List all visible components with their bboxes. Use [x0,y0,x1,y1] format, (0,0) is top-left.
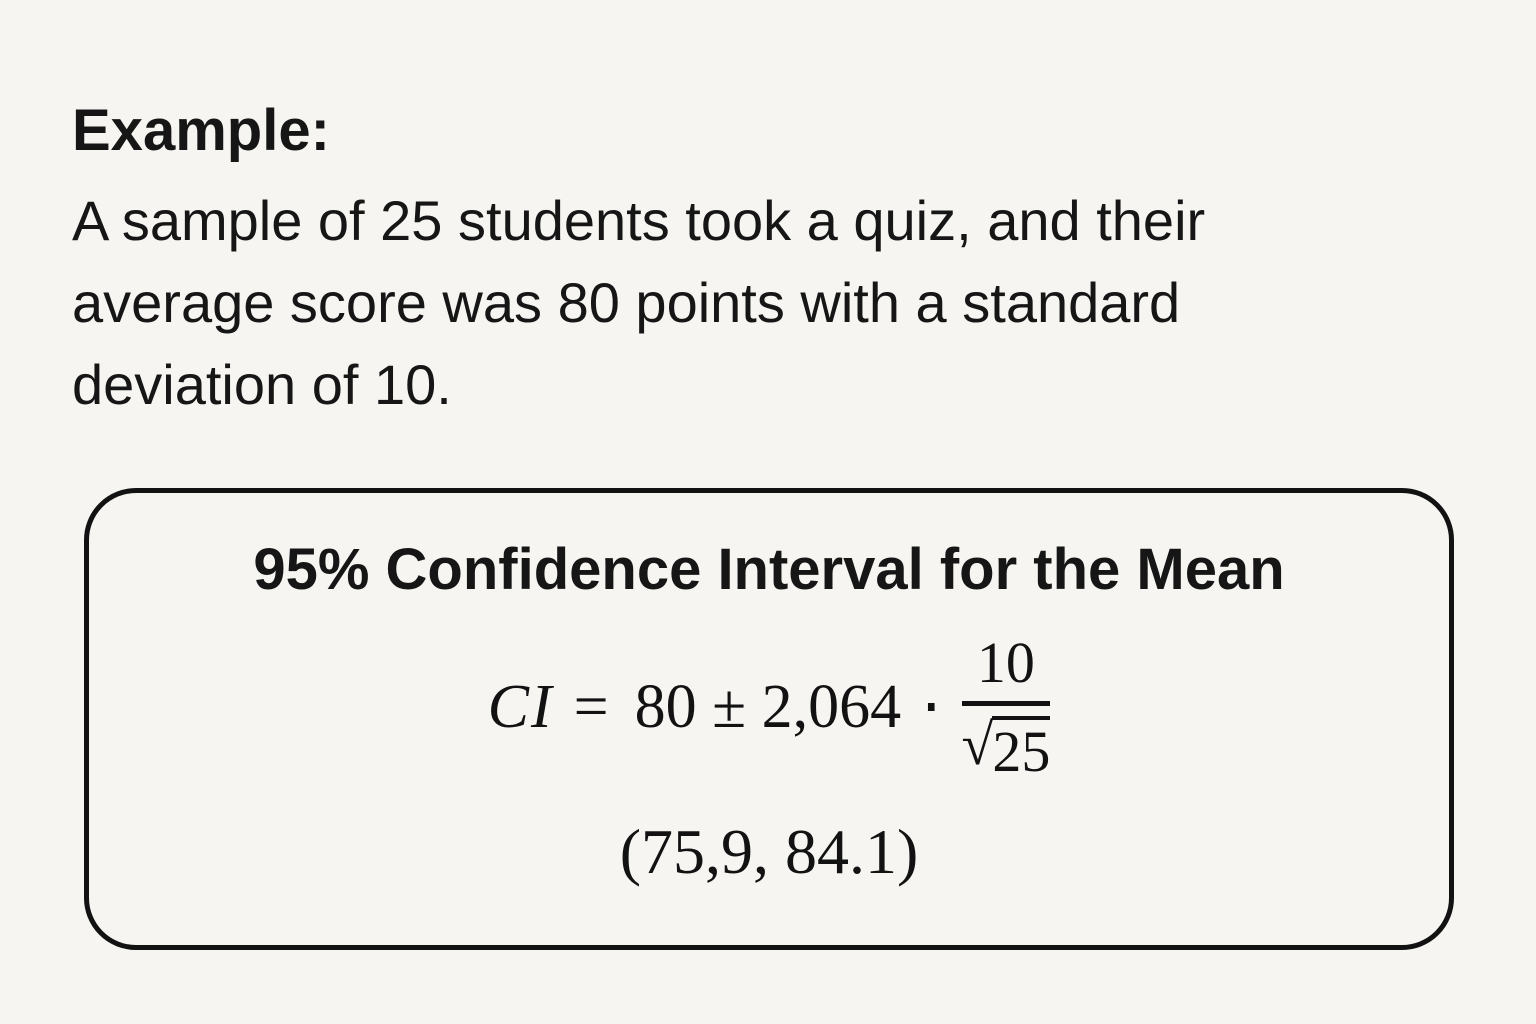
multiplication-dot: ⋅ [921,671,942,743]
example-heading: Example: [72,98,330,163]
formula-fraction: 10 √ 25 [961,630,1051,781]
confidence-interval-result: (75,9, 84.1) [619,816,919,888]
sqrt-radicand: 25 [992,716,1051,781]
example-paragraph-line: A sample of 25 students took a quiz, and… [72,188,1206,252]
example-paragraph-line: deviation of 10. [72,352,452,416]
fraction-bar [961,701,1051,707]
fraction-denominator: √ 25 [962,706,1051,781]
confidence-interval-box: 95% Confidence Interval for the Mean CI … [84,487,1454,950]
example-paragraph-line: average score was 80 points with a stand… [72,270,1181,334]
confidence-interval-formula: CI = 80 ± 2,064 ⋅ 10 √ 25 [488,634,1051,781]
equals-sign: = [573,673,609,742]
slide-content: Example: A sample of 25 students took a … [72,98,1476,950]
formula-lhs-ci: CI [487,673,554,742]
formula-expression: 80 ± 2,064 [634,673,902,742]
example-paragraph: A sample of 25 students took a quiz, and… [72,180,1476,426]
fraction-numerator: 10 [976,630,1035,696]
sqrt-sign: √ [961,712,994,778]
confidence-interval-title: 95% Confidence Interval for the Mean [253,536,1285,602]
